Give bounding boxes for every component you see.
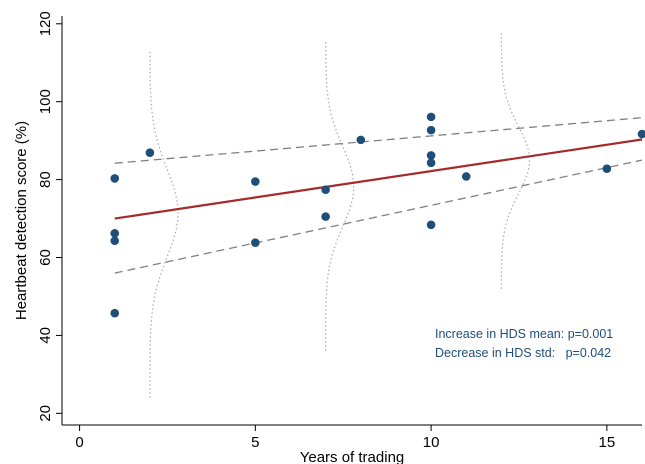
fit-line [114, 138, 643, 220]
data-point [251, 177, 260, 186]
distribution-curves [149, 31, 531, 398]
regression-fit [114, 138, 643, 220]
data-point [426, 151, 436, 160]
data-point [426, 158, 436, 168]
x-axis-title: Years of trading [300, 449, 405, 464]
ci-upper-line [114, 117, 643, 164]
data-point [321, 185, 330, 195]
data-point [145, 148, 155, 158]
y-tick-label: 40 [37, 327, 54, 344]
confidence-band [114, 117, 643, 274]
data-point [356, 135, 366, 145]
y-tick-label: 60 [37, 249, 54, 266]
chart-labels: Years of trading Heartbeat detection sco… [13, 121, 613, 464]
data-point [321, 212, 330, 221]
data-point [426, 112, 436, 122]
data-point [110, 308, 120, 318]
y-tick-label: 120 [37, 11, 54, 36]
distribution-curve [500, 31, 531, 289]
y-tick-label: 100 [37, 89, 54, 114]
distribution-curve [325, 39, 355, 351]
data-point [426, 220, 436, 230]
data-point [110, 229, 120, 238]
annotation-mean: Increase in HDS mean: p=0.001 [435, 327, 613, 341]
x-tick-label: 5 [251, 434, 259, 451]
data-point [602, 164, 612, 173]
annotation-std: Decrease in HDS std: p=0.042 [435, 346, 611, 360]
x-tick-label: 0 [75, 434, 83, 451]
chart-axes: 0 5 10 15 20 40 60 80 100 120 [37, 11, 642, 451]
y-axis-title: Heartbeat detection score (%) [13, 121, 30, 320]
data-point [110, 236, 120, 246]
y-tick-label: 20 [37, 405, 54, 422]
data-point [251, 238, 260, 248]
x-tick-label: 10 [423, 434, 440, 451]
data-point [461, 172, 471, 181]
distribution-curve [149, 51, 179, 398]
data-points [110, 112, 645, 318]
y-tick-label: 80 [37, 171, 54, 188]
data-point [110, 174, 120, 183]
data-point [637, 129, 645, 139]
data-point [426, 125, 436, 135]
x-tick-label: 15 [599, 434, 616, 451]
ci-lower-line [114, 159, 643, 274]
